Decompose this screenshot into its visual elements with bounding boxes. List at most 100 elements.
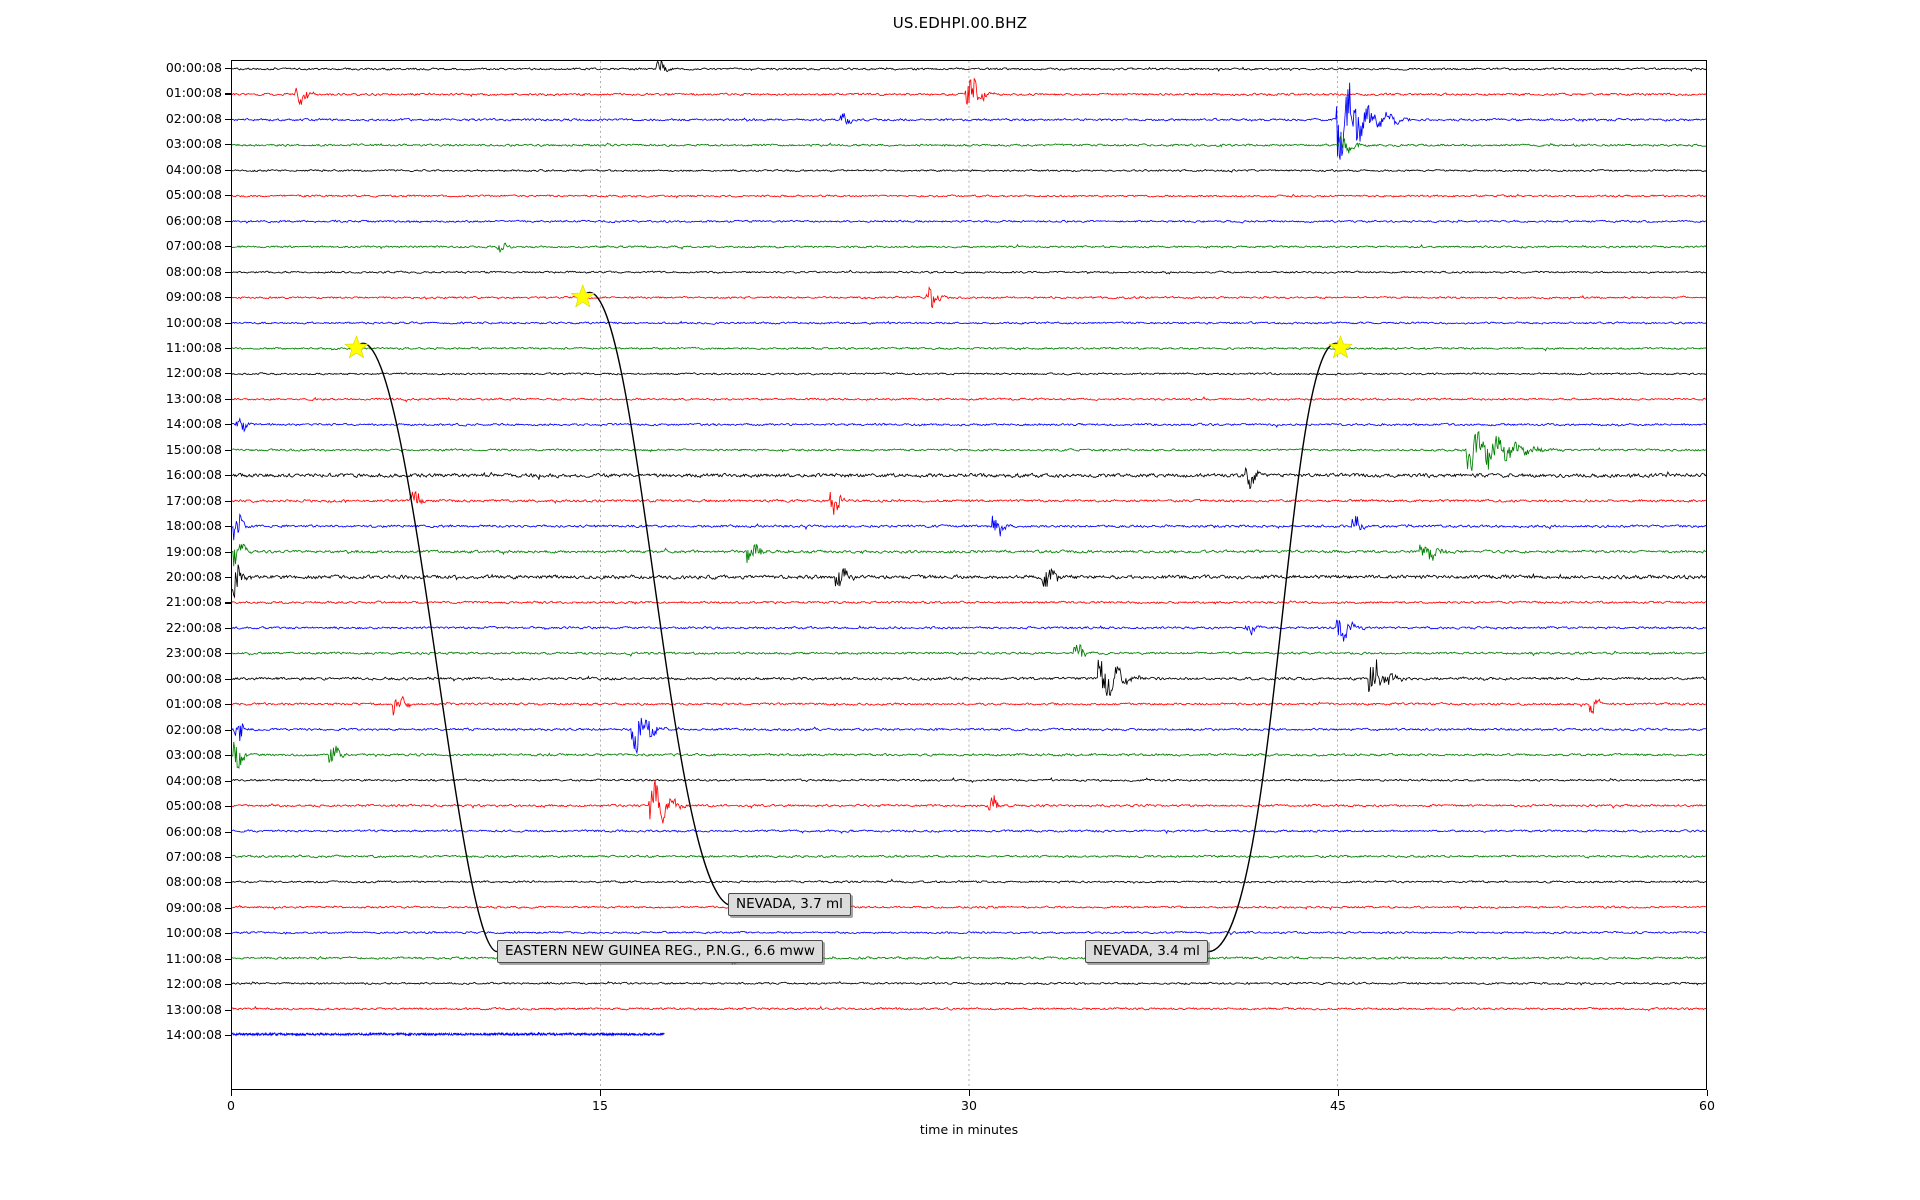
y-tick-label-6: 06:00:08 [165,212,222,228]
y-tick-mark-20 [225,577,231,579]
y-tick-mark-6 [225,220,231,222]
y-tick-label-14: 14:00:08 [165,416,222,432]
y-tick-mark-25 [225,704,231,706]
trace-row-1 [232,79,1706,105]
y-tick-mark-18 [225,526,231,528]
y-tick-label-30: 06:00:08 [165,823,222,839]
y-tick-label-26: 02:00:08 [165,721,222,737]
y-tick-label-0: 00:00:08 [165,60,222,75]
y-tick-label-24: 00:00:08 [165,670,222,686]
y-tick-label-35: 11:00:08 [165,950,222,966]
y-tick-mark-1 [225,93,231,95]
y-tick-mark-17 [225,500,231,502]
trace-row-7 [232,243,1706,252]
y-tick-mark-28 [225,780,231,782]
y-tick-label-37: 13:00:08 [165,1001,222,1017]
y-tick-label-7: 07:00:08 [165,238,222,254]
y-tick-mark-16 [225,475,231,477]
y-tick-label-32: 08:00:08 [165,874,222,890]
y-tick-label-23: 23:00:08 [165,645,222,661]
trace-row-3 [232,136,1706,154]
y-tick-label-38: 14:00:08 [165,1027,222,1043]
y-tick-mark-32 [225,882,231,884]
y-tick-label-27: 03:00:08 [165,747,222,763]
y-tick-label-15: 15:00:08 [165,441,222,457]
y-tick-mark-11 [225,347,231,350]
y-tick-label-28: 04:00:08 [165,772,222,788]
x-tick-mark-4 [1707,1090,1709,1096]
y-tick-mark-36 [225,984,231,986]
y-tick-mark-35 [225,958,231,960]
y-tick-mark-22 [225,627,231,629]
x-axis-title: time in minutes [919,1122,1019,1137]
trace-row-9 [232,288,1706,308]
y-tick-mark-24 [225,678,231,680]
y-tick-label-1: 01:00:08 [165,85,222,101]
trace-row-6 [232,220,1706,223]
x-tick-label-4: 60 [1699,1098,1715,1113]
trace-row-4 [232,169,1706,172]
y-tick-label-3: 03:00:08 [165,136,222,152]
y-tick-mark-31 [225,856,231,859]
y-tick-mark-19 [225,551,231,553]
y-tick-mark-4 [225,169,231,171]
y-tick-label-22: 22:00:08 [165,619,222,635]
y-tick-mark-2 [225,118,231,120]
y-tick-mark-0 [225,68,231,70]
y-tick-mark-38 [225,1035,231,1037]
y-tick-label-19: 19:00:08 [165,543,222,559]
y-tick-mark-23 [225,653,231,655]
y-tick-label-33: 09:00:08 [165,899,222,915]
y-tick-label-34: 10:00:08 [165,925,222,941]
trace-row-35 [232,956,1706,964]
trace-row-31 [232,855,1706,858]
y-tick-label-12: 12:00:08 [165,365,222,381]
y-tick-mark-26 [225,729,231,731]
x-tick-label-2: 30 [961,1098,977,1113]
event-callout-nevada-34[interactable]: NEVADA, 3.4 ml [1085,940,1208,964]
trace-row-34 [232,931,1706,934]
y-tick-mark-30 [225,831,231,833]
plot-area [231,60,1707,1090]
x-tick-mark-2 [969,1090,971,1096]
x-tick-mark-0 [231,1090,233,1096]
y-tick-mark-37 [225,1009,231,1011]
y-tick-mark-10 [225,322,231,324]
x-tick-mark-3 [1338,1090,1340,1096]
y-tick-mark-3 [225,144,231,146]
y-tick-label-11: 11:00:08 [165,339,222,355]
trace-row-36 [232,982,1706,985]
trace-row-2 [232,83,1706,160]
y-tick-mark-9 [225,297,231,299]
y-tick-mark-21 [225,602,231,604]
y-tick-mark-7 [225,246,231,248]
y-tick-mark-27 [225,755,231,757]
trace-row-5 [232,194,1706,197]
trace-row-37 [232,1007,1706,1011]
y-tick-label-13: 13:00:08 [165,390,222,406]
x-tick-label-0: 0 [227,1098,235,1113]
y-tick-label-36: 12:00:08 [165,976,222,992]
y-tick-label-16: 16:00:08 [165,467,222,483]
x-tick-mark-1 [600,1090,602,1096]
x-tick-label-3: 45 [1330,1098,1346,1113]
event-callout-eastern-new-guinea-66[interactable]: EASTERN NEW GUINEA REG., P.N.G., 6.6 mww [497,940,823,964]
y-tick-label-25: 01:00:08 [165,696,222,712]
trace-row-12 [232,373,1706,376]
y-tick-mark-33 [225,907,231,909]
event-callout-nevada-37[interactable]: NEVADA, 3.7 ml [728,893,851,917]
y-tick-label-10: 10:00:08 [165,314,222,330]
trace-row-11 [232,347,1706,351]
y-tick-mark-5 [225,195,231,197]
y-tick-mark-29 [225,806,231,808]
y-tick-label-8: 08:00:08 [165,263,222,279]
y-tick-label-9: 09:00:08 [165,289,222,305]
y-tick-label-2: 02:00:08 [165,110,222,126]
trace-row-10 [232,321,1706,324]
trace-row-0 [232,61,1706,72]
trace-row-38 [232,1032,664,1036]
y-tick-mark-12 [225,373,231,375]
page-title: US.EDHPI.00.BHZ [892,14,1028,32]
y-tick-label-31: 07:00:08 [165,848,222,864]
